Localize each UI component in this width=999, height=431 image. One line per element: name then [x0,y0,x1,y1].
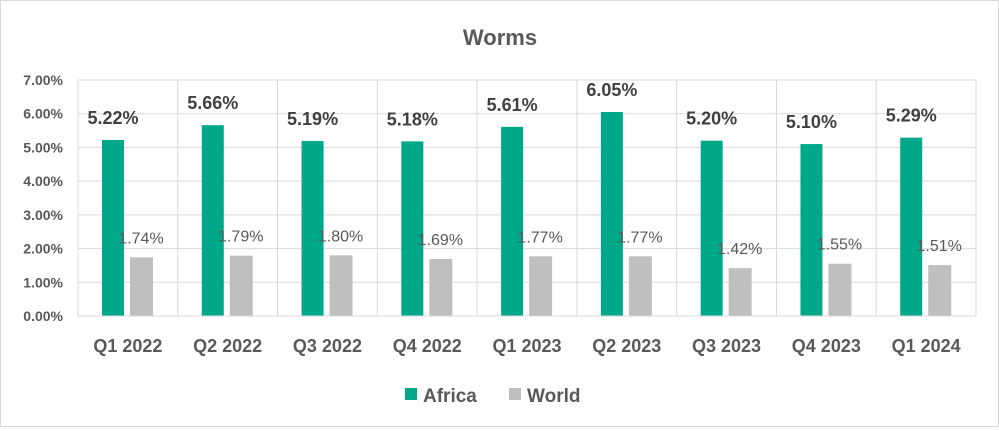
data-label-world: 1.77% [617,229,662,246]
x-tick-label: Q1 2023 [492,336,561,356]
bar-africa [600,112,623,317]
bar-world [429,259,453,316]
data-label-africa: 5.61% [487,95,538,115]
x-tick-label: Q3 2022 [293,336,362,356]
y-tick-label: 3.00% [23,207,63,223]
data-label-africa: 6.05% [586,80,637,100]
bar-africa [900,137,923,316]
x-tick-label: Q1 2024 [892,336,961,356]
bar-africa [700,140,723,316]
data-label-world: 1.69% [418,232,463,249]
y-tick-label: 4.00% [23,173,63,189]
bar-world [229,255,253,316]
bar-africa [501,126,524,316]
data-label-africa: 5.10% [786,112,837,132]
y-tick-label: 1.00% [23,274,63,290]
bar-world [529,256,553,316]
x-tick-label: Q1 2022 [93,336,162,356]
x-tick-label: Q4 2022 [393,336,462,356]
data-label-world: 1.51% [917,238,962,255]
data-label-africa: 5.66% [187,93,238,113]
data-label-africa: 5.22% [87,108,138,128]
bar-world [728,268,752,316]
bar-africa [201,125,224,316]
data-label-world: 1.42% [717,241,762,258]
data-label-world: 1.80% [318,228,363,245]
x-tick-label: Q2 2023 [592,336,661,356]
bar-africa [301,141,324,316]
y-tick-label: 2.00% [23,241,63,257]
data-label-world: 1.77% [517,229,562,246]
bar-world [329,255,353,316]
bar-world [828,263,852,316]
data-label-world: 1.74% [118,230,163,247]
bar-africa [102,140,124,316]
data-label-world: 1.79% [218,229,263,246]
y-tick-label: 0.00% [23,308,63,324]
legend-swatch-world [509,388,521,400]
legend-swatch-africa [405,388,417,400]
chart-title: Worms [463,25,537,50]
bar-world [928,265,952,316]
y-tick-label: 5.00% [23,139,63,155]
legend-label-world: World [527,386,580,407]
bar-africa [401,141,424,316]
x-tick-label: Q3 2023 [692,336,761,356]
y-tick-label: 7.00% [23,72,63,88]
y-tick-label: 6.00% [23,106,63,122]
bar-africa [800,144,823,316]
data-label-africa: 5.18% [387,109,438,129]
bar-world [130,257,153,316]
data-label-africa: 5.20% [686,109,737,129]
bar-world [628,256,652,316]
x-tick-label: Q4 2023 [792,336,861,356]
data-label-world: 1.55% [817,237,862,254]
data-label-africa: 5.19% [287,109,338,129]
legend-label-africa: Africa [423,386,477,407]
data-label-africa: 5.29% [886,106,937,126]
x-tick-label: Q2 2022 [193,336,262,356]
